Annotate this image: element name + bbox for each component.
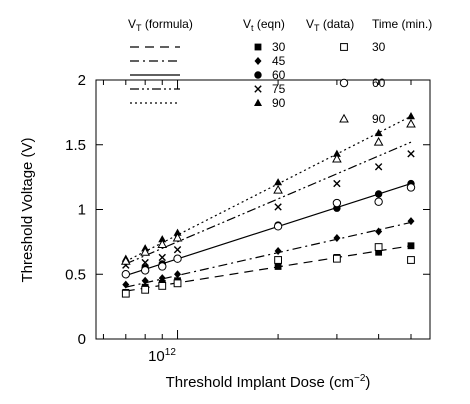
eqn-point-30min <box>407 242 415 250</box>
legend-eqn-marker-45min <box>254 57 262 65</box>
legend-header-time: Time (min.) <box>372 17 432 31</box>
eqn-point-90min <box>158 235 167 243</box>
fitted-line-60min <box>125 183 412 277</box>
data-point-30min <box>332 254 341 263</box>
data-point-30min <box>274 256 282 264</box>
eqn-point-45min <box>174 270 182 279</box>
data-points <box>120 112 416 298</box>
data-point-60min <box>332 198 342 208</box>
y-tick-label: 0.5 <box>65 266 86 283</box>
legend-eqn-marker-75min <box>254 85 262 93</box>
data-point-90min <box>373 136 384 146</box>
eqn-point-75min <box>407 150 415 158</box>
data-point-30min <box>158 282 167 290</box>
eqn-point-45min <box>274 246 282 255</box>
data-point-60min <box>140 266 150 275</box>
legend-data-marker-60min <box>339 78 349 88</box>
legend-data-marker-90min <box>339 113 349 123</box>
legend-time-label-90min: 90 <box>272 96 286 110</box>
x-axis-title-superscript: −2 <box>354 373 366 384</box>
data-point-90min <box>273 184 283 194</box>
x-tick-exponent: 12 <box>165 347 177 358</box>
eqn-point-75min <box>141 258 149 267</box>
y-tick-label: 1.5 <box>65 137 86 154</box>
x-axis-title-end: ) <box>365 374 370 391</box>
x-axis-title: Threshold Implant Dose (cm−2) <box>166 373 371 391</box>
y-tick-label: 2 <box>78 72 86 89</box>
legend-data-time-label-90min: 90 <box>372 112 386 126</box>
data-point-90min <box>140 247 151 256</box>
fitted-line-30min <box>125 245 412 292</box>
data-point-60min <box>173 254 182 263</box>
y-axis-title: Threshold Voltage (V) <box>19 137 36 282</box>
eqn-point-45min <box>122 280 130 289</box>
eqn-point-30min <box>375 248 383 256</box>
x-axis-title-text: Threshold Implant Dose (cm <box>166 374 354 391</box>
legend-time-label-60min: 60 <box>272 68 286 82</box>
y-tick-label: 0 <box>78 331 86 348</box>
eqn-point-90min <box>406 112 415 120</box>
eqn-point-75min <box>333 179 341 188</box>
eqn-point-90min <box>173 228 182 236</box>
data-point-30min <box>407 256 415 264</box>
fitted-line-75min <box>125 141 412 265</box>
legend-header-eqn: Vt (eqn) <box>243 17 285 33</box>
eqn-point-45min <box>158 274 166 283</box>
data-point-90min <box>157 239 168 248</box>
eqn-point-75min <box>274 203 282 211</box>
eqn-point-75min <box>374 163 383 171</box>
fitted-line-45min <box>125 221 412 288</box>
eqn-point-30min <box>274 263 282 270</box>
eqn-point-75min <box>158 253 166 262</box>
data-point-90min <box>172 232 183 242</box>
fitted-lines <box>125 115 412 292</box>
data-point-60min <box>121 270 131 279</box>
data-point-90min <box>332 153 342 163</box>
axes: 0 0.5 1 1.5 2 <box>65 72 430 348</box>
legend-data-time-label-30min: 30 <box>372 40 386 54</box>
legend-eqn-marker-30min <box>254 43 262 51</box>
data-point-90min <box>120 256 131 265</box>
legend-data-marker-30min <box>340 43 348 51</box>
legend-time-label-45min: 45 <box>272 54 286 68</box>
eqn-point-45min <box>407 217 415 226</box>
x-tick-label-1e12: 1012 <box>148 347 176 365</box>
data-point-60min <box>158 262 167 271</box>
legend-header-formula: VT (formula) <box>128 17 193 33</box>
x-tick-base: 10 <box>148 348 165 365</box>
eqn-point-60min <box>374 190 383 198</box>
fitted-line-90min <box>125 115 412 262</box>
eqn-point-45min <box>141 276 149 285</box>
data-point-30min <box>374 243 383 251</box>
data-point-60min <box>273 222 283 231</box>
data-point-90min <box>406 118 416 128</box>
legend: VT (formula) Vt (eqn) VT (data) Time (mi… <box>128 17 432 126</box>
eqn-point-45min <box>333 233 341 242</box>
eqn-point-90min <box>274 178 283 186</box>
data-point-60min <box>406 183 416 192</box>
data-point-60min <box>374 197 383 206</box>
legend-time-label-30min: 30 <box>272 40 286 54</box>
eqn-point-75min <box>173 245 182 254</box>
eqn-point-90min <box>374 128 383 137</box>
eqn-point-90min <box>332 149 341 157</box>
legend-eqn-marker-60min <box>254 71 262 79</box>
legend-time-label-75min: 75 <box>272 82 286 96</box>
data-point-30min <box>173 279 182 288</box>
data-point-30min <box>121 289 130 298</box>
legend-eqn-marker-90min <box>254 98 262 106</box>
data-point-30min <box>141 285 150 294</box>
eqn-point-45min <box>375 227 383 236</box>
y-tick-label: 1 <box>78 202 86 219</box>
legend-header-data: VT (data) <box>306 17 354 33</box>
